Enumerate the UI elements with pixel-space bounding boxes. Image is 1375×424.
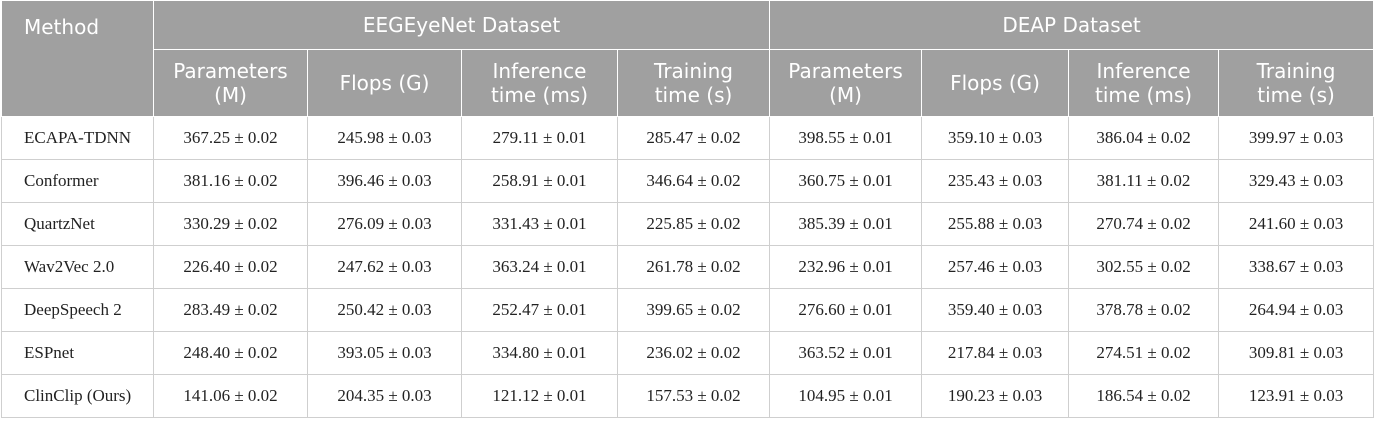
- cell: 360.75 ± 0.01: [769, 159, 923, 203]
- column-header: Training time (s): [616, 49, 771, 117]
- table-header: Method EEGEyeNet Dataset DEAP Dataset Param…: [1, 0, 1375, 117]
- cell: 264.94 ± 0.03: [1218, 288, 1375, 332]
- cell: 386.04 ± 0.02: [1068, 116, 1220, 160]
- cell: 226.40 ± 0.02: [153, 245, 308, 289]
- column-header: Training time (s): [1218, 49, 1375, 117]
- cell: 385.39 ± 0.01: [769, 202, 923, 246]
- cell: 330.29 ± 0.02: [153, 202, 308, 246]
- method-name: QuartzNet: [1, 202, 154, 246]
- cell: 393.05 ± 0.03: [307, 331, 462, 375]
- cell: 235.43 ± 0.03: [921, 159, 1070, 203]
- column-header: Flops (G): [921, 49, 1070, 117]
- cell: 285.47 ± 0.02: [616, 116, 771, 160]
- method-name: DeepSpeech 2: [1, 288, 154, 332]
- cell: 276.60 ± 0.01: [769, 288, 923, 332]
- cell: 378.78 ± 0.02: [1068, 288, 1220, 332]
- header-row: Parameters (M) Flops (G) Inference time (m…: [2, 49, 1375, 117]
- table-row: Wav2Vec 2.0 226.40 ± 0.02 247.62 ± 0.03 363…: [1, 245, 1375, 289]
- cell: 399.97 ± 0.03: [1218, 116, 1375, 160]
- cell: 204.35 ± 0.03: [307, 374, 462, 418]
- cell: 252.47 ± 0.01: [461, 288, 618, 332]
- cell: 363.24 ± 0.01: [461, 245, 618, 289]
- table-body: ECAPA-TDNN 367.25 ± 0.02 245.98 ± 0.03 279.…: [1, 116, 1375, 418]
- cell: 248.40 ± 0.02: [153, 331, 308, 375]
- cell: 329.43 ± 0.03: [1218, 159, 1375, 203]
- cell: 338.67 ± 0.03: [1218, 245, 1375, 289]
- method-name: Wav2Vec 2.0: [1, 245, 154, 289]
- cell: 141.06 ± 0.02: [153, 374, 308, 418]
- cell: 261.78 ± 0.02: [616, 245, 771, 289]
- cell: 274.51 ± 0.02: [1068, 331, 1220, 375]
- cell: 359.40 ± 0.03: [921, 288, 1070, 332]
- cell: 104.95 ± 0.01: [769, 374, 923, 418]
- cell: 236.02 ± 0.02: [616, 331, 771, 375]
- cell: 258.91 ± 0.01: [461, 159, 618, 203]
- cell: 309.81 ± 0.03: [1218, 331, 1375, 375]
- cell: 396.46 ± 0.03: [307, 159, 462, 203]
- cell: 363.52 ± 0.01: [769, 331, 923, 375]
- method-name: ESPnet: [1, 331, 154, 375]
- group-header: DEAP Dataset: [769, 0, 1375, 50]
- method-name: ClinClip (Ours): [1, 374, 154, 418]
- cell: 346.64 ± 0.02: [616, 159, 771, 203]
- column-header: Inference time (ms): [1068, 49, 1220, 117]
- cell: 270.74 ± 0.02: [1068, 202, 1220, 246]
- cell: 302.55 ± 0.02: [1068, 245, 1220, 289]
- column-header: Flops (G): [307, 49, 462, 117]
- cell: 398.55 ± 0.01: [769, 116, 923, 160]
- cell: 381.11 ± 0.02: [1068, 159, 1220, 203]
- table-row: DeepSpeech 2 283.49 ± 0.02 250.42 ± 0.03 25…: [1, 288, 1375, 332]
- cell: 283.49 ± 0.02: [153, 288, 308, 332]
- table-row: ECAPA-TDNN 367.25 ± 0.02 245.98 ± 0.03 279.…: [1, 116, 1375, 160]
- column-header: Inference time (ms): [461, 49, 618, 117]
- cell: 334.80 ± 0.01: [461, 331, 618, 375]
- method-name: Conformer: [1, 159, 154, 203]
- cell: 225.85 ± 0.02: [616, 202, 771, 246]
- method-name: ECAPA-TDNN: [1, 116, 154, 160]
- column-header: Parameters (M): [769, 49, 923, 117]
- cell: 123.91 ± 0.03: [1218, 374, 1375, 418]
- table-row: ClinClip (Ours) 141.06 ± 0.02 204.35 ± 0.0…: [1, 374, 1375, 418]
- cell: 359.10 ± 0.03: [921, 116, 1070, 160]
- cell: 247.62 ± 0.03: [307, 245, 462, 289]
- cell: 399.65 ± 0.02: [616, 288, 771, 332]
- cell: 279.11 ± 0.01: [461, 116, 618, 160]
- cell: 121.12 ± 0.01: [461, 374, 618, 418]
- group-header: EEGEyeNet Dataset: [152, 0, 771, 50]
- cell: 276.09 ± 0.03: [307, 202, 462, 246]
- cell: 157.53 ± 0.02: [616, 374, 771, 418]
- cell: 245.98 ± 0.03: [307, 116, 462, 160]
- cell: 186.54 ± 0.02: [1068, 374, 1220, 418]
- cell: 257.46 ± 0.03: [921, 245, 1070, 289]
- cell: 241.60 ± 0.03: [1218, 202, 1375, 246]
- cell: 381.16 ± 0.02: [153, 159, 308, 203]
- method-header: Method: [1, 0, 154, 117]
- header-row: Method EEGEyeNet Dataset DEAP Dataset: [1, 0, 1375, 117]
- cell: 190.23 ± 0.03: [921, 374, 1070, 418]
- cell: 250.42 ± 0.03: [307, 288, 462, 332]
- cell: 367.25 ± 0.02: [153, 116, 308, 160]
- cell: 255.88 ± 0.03: [921, 202, 1070, 246]
- column-header: Parameters (M): [153, 49, 308, 117]
- table-row: QuartzNet 330.29 ± 0.02 276.09 ± 0.03 331.4…: [1, 202, 1375, 246]
- table-row: Conformer 381.16 ± 0.02 396.46 ± 0.03 258.9…: [1, 159, 1375, 203]
- cell: 217.84 ± 0.03: [921, 331, 1070, 375]
- cell: 232.96 ± 0.01: [769, 245, 923, 289]
- table-row: ESPnet 248.40 ± 0.02 393.05 ± 0.03 334.80 ±…: [1, 331, 1375, 375]
- cell: 331.43 ± 0.01: [461, 202, 618, 246]
